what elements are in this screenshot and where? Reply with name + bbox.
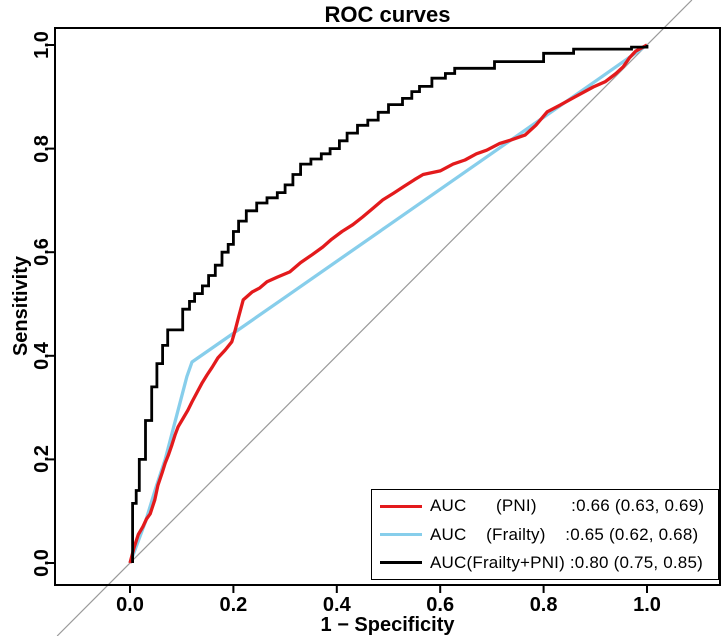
roc-curve-pni	[128, 43, 648, 564]
y-tick-label-1.0: 1.0	[31, 31, 53, 59]
y-tick-label-0.4: 0.4	[31, 341, 53, 370]
y-tick-label-0.0: 0.0	[31, 549, 53, 577]
legend-line-sample-pni	[380, 504, 422, 508]
y-tick-label-0.6: 0.6	[31, 238, 53, 267]
legend-label-pni: AUC (PNI) :0.66 (0.63, 0.69)	[430, 496, 705, 516]
legend-label-frailty-pni: AUC(Frailty+PNI) :0.80 (0.75, 0.85)	[430, 552, 703, 572]
legend-row-frailty: AUC (Frailty) :0.65 (0.62, 0.68)	[372, 523, 718, 547]
legend-line-sample-frailty-pni	[380, 561, 422, 565]
chart-title: ROC curves	[324, 2, 451, 27]
diagonal-reference-line	[56, 0, 693, 636]
y-axis-label: Sensitivity	[10, 255, 32, 357]
legend-line-sample-frailty	[380, 533, 422, 536]
x-tick-label-0.8: 0.8	[529, 594, 558, 616]
plot-frame	[54, 27, 721, 586]
x-tick-label-0.4: 0.4	[322, 594, 351, 616]
legend-label-frailty: AUC (Frailty) :0.65 (0.62, 0.68)	[430, 524, 699, 544]
y-tick-label-0.8: 0.8	[31, 134, 53, 163]
legend-row-pni: AUC (PNI) :0.66 (0.63, 0.69)	[372, 494, 718, 518]
x-tick-label-1.0: 1.0	[633, 594, 661, 616]
x-tick-label-0.2: 0.2	[219, 594, 248, 616]
legend-row-frailty-pni: AUC(Frailty+PNI) :0.80 (0.75, 0.85)	[372, 551, 718, 575]
x-tick-label-0.0: 0.0	[116, 594, 144, 616]
x-axis-label: 1 − Specificity	[320, 614, 455, 636]
legend-box: AUC (PNI) :0.66 (0.63, 0.69) AUC (Frailty…	[371, 489, 719, 580]
y-tick-label-0.2: 0.2	[31, 445, 53, 474]
x-tick-label-0.6: 0.6	[426, 594, 455, 616]
roc-curve-frailty-pni	[131, 45, 649, 563]
